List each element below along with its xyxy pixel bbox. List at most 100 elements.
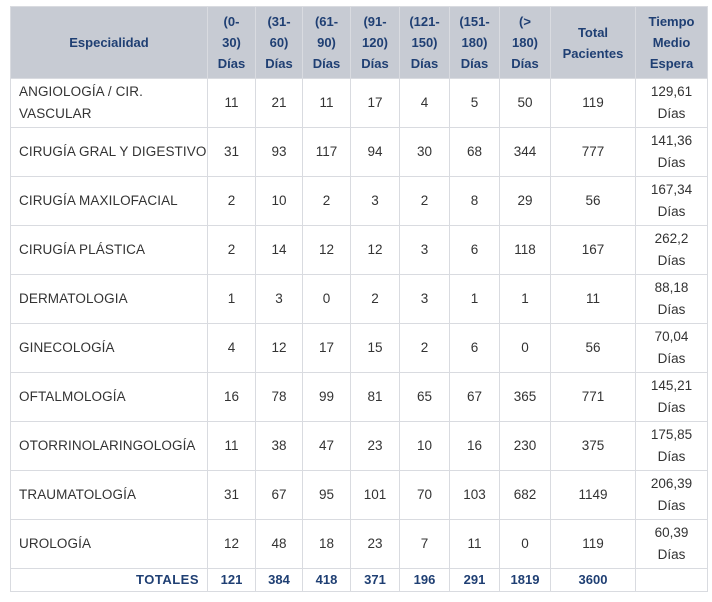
header-range-over-180: (> 180) Días bbox=[499, 6, 551, 79]
value-cell: 67 bbox=[255, 470, 303, 520]
total-cell: 119 bbox=[550, 519, 636, 569]
table-row: ANGIOLOGÍA / CIR. VASCULAR 11 21 11 17 4… bbox=[10, 78, 708, 128]
value-cell: 70 bbox=[399, 470, 450, 520]
table-row: OFTALMOLOGÍA 16 78 99 81 65 67 365 771 1… bbox=[10, 372, 708, 422]
table-row: CIRUGÍA PLÁSTICA 2 14 12 12 3 6 118 167 … bbox=[10, 225, 708, 275]
table-row: CIRUGÍA GRAL Y DIGESTIVO 31 93 117 94 30… bbox=[10, 127, 708, 177]
total-cell: 167 bbox=[550, 225, 636, 275]
value-cell: 11 bbox=[207, 421, 256, 471]
value-cell: 12 bbox=[302, 225, 351, 275]
totals-tiempo-cell bbox=[635, 568, 708, 592]
value-cell: 1 bbox=[499, 274, 551, 324]
table-row: OTORRINOLARINGOLOGÍA 11 38 47 23 10 16 2… bbox=[10, 421, 708, 471]
header-row: Especialidad (0- 30) Días (31- 60) Días … bbox=[10, 6, 708, 79]
value-cell: 0 bbox=[499, 323, 551, 373]
tiempo-cell: 129,61 Días bbox=[635, 78, 708, 128]
especialidad-cell: OTORRINOLARINGOLOGÍA bbox=[10, 421, 208, 471]
total-cell: 119 bbox=[550, 78, 636, 128]
table-row: TRAUMATOLOGÍA 31 67 95 101 70 103 682 11… bbox=[10, 470, 708, 520]
header-range-91-120: (91- 120) Días bbox=[350, 6, 400, 79]
value-cell: 2 bbox=[302, 176, 351, 226]
value-cell: 68 bbox=[449, 127, 500, 177]
value-cell: 31 bbox=[207, 127, 256, 177]
value-cell: 16 bbox=[449, 421, 500, 471]
value-cell: 2 bbox=[399, 323, 450, 373]
value-cell: 38 bbox=[255, 421, 303, 471]
value-cell: 4 bbox=[207, 323, 256, 373]
table-row: CIRUGÍA MAXILOFACIAL 2 10 2 3 2 8 29 56 … bbox=[10, 176, 708, 226]
tiempo-cell: 175,85 Días bbox=[635, 421, 708, 471]
value-cell: 0 bbox=[499, 519, 551, 569]
totals-value-cell: 1819 bbox=[499, 568, 551, 592]
totals-row: TOTALES 121 384 418 371 196 291 1819 360… bbox=[10, 568, 708, 592]
value-cell: 99 bbox=[302, 372, 351, 422]
value-cell: 103 bbox=[449, 470, 500, 520]
value-cell: 29 bbox=[499, 176, 551, 226]
total-cell: 375 bbox=[550, 421, 636, 471]
value-cell: 682 bbox=[499, 470, 551, 520]
table-row: DERMATOLOGIA 1 3 0 2 3 1 1 11 88,18 Días bbox=[10, 274, 708, 324]
totals-value-cell: 291 bbox=[449, 568, 500, 592]
header-range-151-180: (151- 180) Días bbox=[449, 6, 500, 79]
header-range-31-60: (31- 60) Días bbox=[255, 6, 303, 79]
value-cell: 3 bbox=[350, 176, 400, 226]
value-cell: 6 bbox=[449, 225, 500, 275]
value-cell: 7 bbox=[399, 519, 450, 569]
value-cell: 47 bbox=[302, 421, 351, 471]
value-cell: 4 bbox=[399, 78, 450, 128]
value-cell: 10 bbox=[399, 421, 450, 471]
value-cell: 18 bbox=[302, 519, 351, 569]
especialidad-cell: OFTALMOLOGÍA bbox=[10, 372, 208, 422]
totals-value-cell: 384 bbox=[255, 568, 303, 592]
value-cell: 94 bbox=[350, 127, 400, 177]
especialidad-cell: CIRUGÍA MAXILOFACIAL bbox=[10, 176, 208, 226]
especialidad-cell: CIRUGÍA PLÁSTICA bbox=[10, 225, 208, 275]
table-header: Especialidad (0- 30) Días (31- 60) Días … bbox=[10, 6, 708, 79]
total-cell: 771 bbox=[550, 372, 636, 422]
value-cell: 2 bbox=[207, 225, 256, 275]
especialidad-cell: CIRUGÍA GRAL Y DIGESTIVO bbox=[10, 127, 208, 177]
value-cell: 1 bbox=[449, 274, 500, 324]
value-cell: 93 bbox=[255, 127, 303, 177]
header-tiempo-medio: Tiempo Medio Espera bbox=[635, 6, 708, 79]
value-cell: 2 bbox=[350, 274, 400, 324]
table-footer: TOTALES 121 384 418 371 196 291 1819 360… bbox=[10, 568, 708, 592]
value-cell: 21 bbox=[255, 78, 303, 128]
value-cell: 23 bbox=[350, 421, 400, 471]
value-cell: 12 bbox=[207, 519, 256, 569]
value-cell: 15 bbox=[350, 323, 400, 373]
value-cell: 0 bbox=[302, 274, 351, 324]
value-cell: 65 bbox=[399, 372, 450, 422]
header-range-0-30: (0- 30) Días bbox=[207, 6, 256, 79]
value-cell: 6 bbox=[449, 323, 500, 373]
value-cell: 14 bbox=[255, 225, 303, 275]
tiempo-cell: 145,21 Días bbox=[635, 372, 708, 422]
value-cell: 16 bbox=[207, 372, 256, 422]
tiempo-cell: 60,39 Días bbox=[635, 519, 708, 569]
tiempo-cell: 70,04 Días bbox=[635, 323, 708, 373]
value-cell: 17 bbox=[302, 323, 351, 373]
value-cell: 50 bbox=[499, 78, 551, 128]
value-cell: 365 bbox=[499, 372, 551, 422]
value-cell: 8 bbox=[449, 176, 500, 226]
especialidad-cell: GINECOLOGÍA bbox=[10, 323, 208, 373]
table-row: UROLOGÍA 12 48 18 23 7 11 0 119 60,39 Dí… bbox=[10, 519, 708, 569]
tiempo-cell: 88,18 Días bbox=[635, 274, 708, 324]
value-cell: 2 bbox=[207, 176, 256, 226]
totals-total-cell: 3600 bbox=[550, 568, 636, 592]
especialidad-cell: ANGIOLOGÍA / CIR. VASCULAR bbox=[10, 78, 208, 128]
value-cell: 117 bbox=[302, 127, 351, 177]
tiempo-cell: 206,39 Días bbox=[635, 470, 708, 520]
value-cell: 11 bbox=[449, 519, 500, 569]
especialidad-cell: UROLOGÍA bbox=[10, 519, 208, 569]
value-cell: 3 bbox=[255, 274, 303, 324]
value-cell: 2 bbox=[399, 176, 450, 226]
value-cell: 17 bbox=[350, 78, 400, 128]
value-cell: 1 bbox=[207, 274, 256, 324]
tiempo-cell: 262,2 Días bbox=[635, 225, 708, 275]
value-cell: 23 bbox=[350, 519, 400, 569]
value-cell: 78 bbox=[255, 372, 303, 422]
total-cell: 1149 bbox=[550, 470, 636, 520]
total-cell: 11 bbox=[550, 274, 636, 324]
header-range-121-150: (121- 150) Días bbox=[399, 6, 450, 79]
